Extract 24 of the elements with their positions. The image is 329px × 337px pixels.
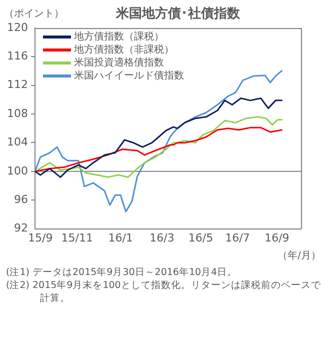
legend-label: 地方債指数（非課税） xyxy=(72,44,174,56)
text: (注1) データは2015年9月30日～2016年10月4日。 xyxy=(6,266,238,279)
x-tick-label: 15/11 xyxy=(61,231,93,244)
legend-label: 米国ハイイールド債指数 xyxy=(74,70,184,82)
y-axis-title: （ポイント） xyxy=(4,8,64,20)
x-tick-label: 16/7 xyxy=(225,231,250,244)
x-tick-label: 16/1 xyxy=(108,231,133,244)
y-tick-label: 116 xyxy=(6,50,28,63)
x-tick-label: 16/3 xyxy=(150,231,174,244)
chart-title: 米国地方債･社債指数 xyxy=(115,5,241,22)
x-tick-label: 16/9 xyxy=(264,231,290,244)
y-tick-label: 108 xyxy=(6,106,28,120)
y-tick-label: 96 xyxy=(14,192,28,206)
x-axis-title: （年/月） xyxy=(278,249,321,262)
y-tick-label: 92 xyxy=(14,222,28,235)
legend-label: 米国投資適格債指数 xyxy=(74,56,164,69)
x-tick-label: 16/5 xyxy=(188,231,214,244)
y-tick-label: 120 xyxy=(6,20,28,34)
y-tick-label: 100 xyxy=(6,164,28,178)
y-tick-label: 104 xyxy=(6,136,28,149)
y-tick-label: 112 xyxy=(6,78,28,92)
text: (注2) 2015年9月末を100として指数化。リターンは課税前のベースで計算。 xyxy=(6,279,322,305)
legend-label: 地方債指数（課税） xyxy=(72,30,164,43)
x-tick-label: 15/9 xyxy=(28,231,53,244)
